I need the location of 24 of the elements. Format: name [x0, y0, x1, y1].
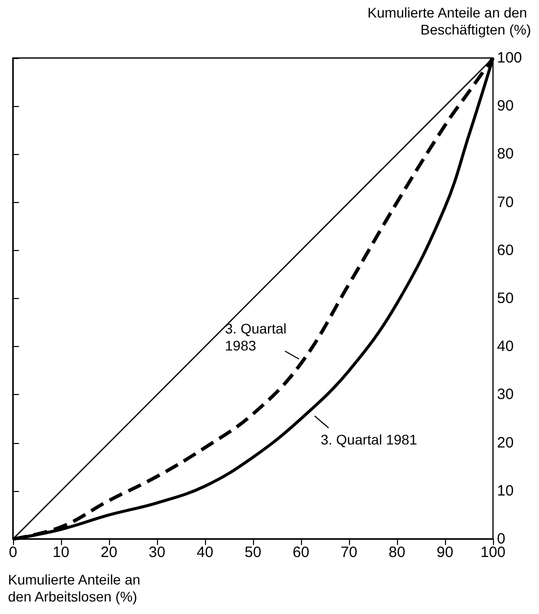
y-tick-label: 100 [497, 50, 522, 66]
y-tick-label: 50 [497, 290, 514, 307]
y-tick-label: 60 [497, 242, 514, 259]
y-axis-title: Kumulierte Anteile an den Beschäftigten (%) [368, 4, 531, 38]
x-tick-label: 50 [244, 544, 262, 561]
y-tick-label: 0 [497, 530, 506, 548]
y-tick-label: 80 [497, 146, 514, 163]
y-tick-label: 30 [497, 386, 514, 404]
x-tick-label: 0 [8, 544, 18, 561]
x-tick-label: 40 [196, 544, 214, 561]
x-axis-title: Kumulierte Anteile an den Arbeitslosen (%) [8, 572, 144, 604]
y-tick-label: 90 [497, 98, 514, 115]
x-tick-label: 80 [388, 544, 406, 561]
x-tick-label: 30 [148, 544, 166, 561]
x-tick-label: 10 [52, 544, 70, 561]
y-tick-label: 10 [497, 482, 514, 500]
x-tick-label: 90 [436, 544, 454, 561]
y-tick-label: 20 [497, 434, 514, 452]
y-tick-label: 70 [497, 194, 514, 211]
x-tick-label: 60 [292, 544, 310, 561]
x-tick-label: 70 [340, 544, 358, 561]
x-tick-label: 20 [100, 544, 118, 561]
annotation: 3. Quartal 1981 [320, 431, 418, 448]
y-tick-label: 40 [497, 338, 514, 356]
